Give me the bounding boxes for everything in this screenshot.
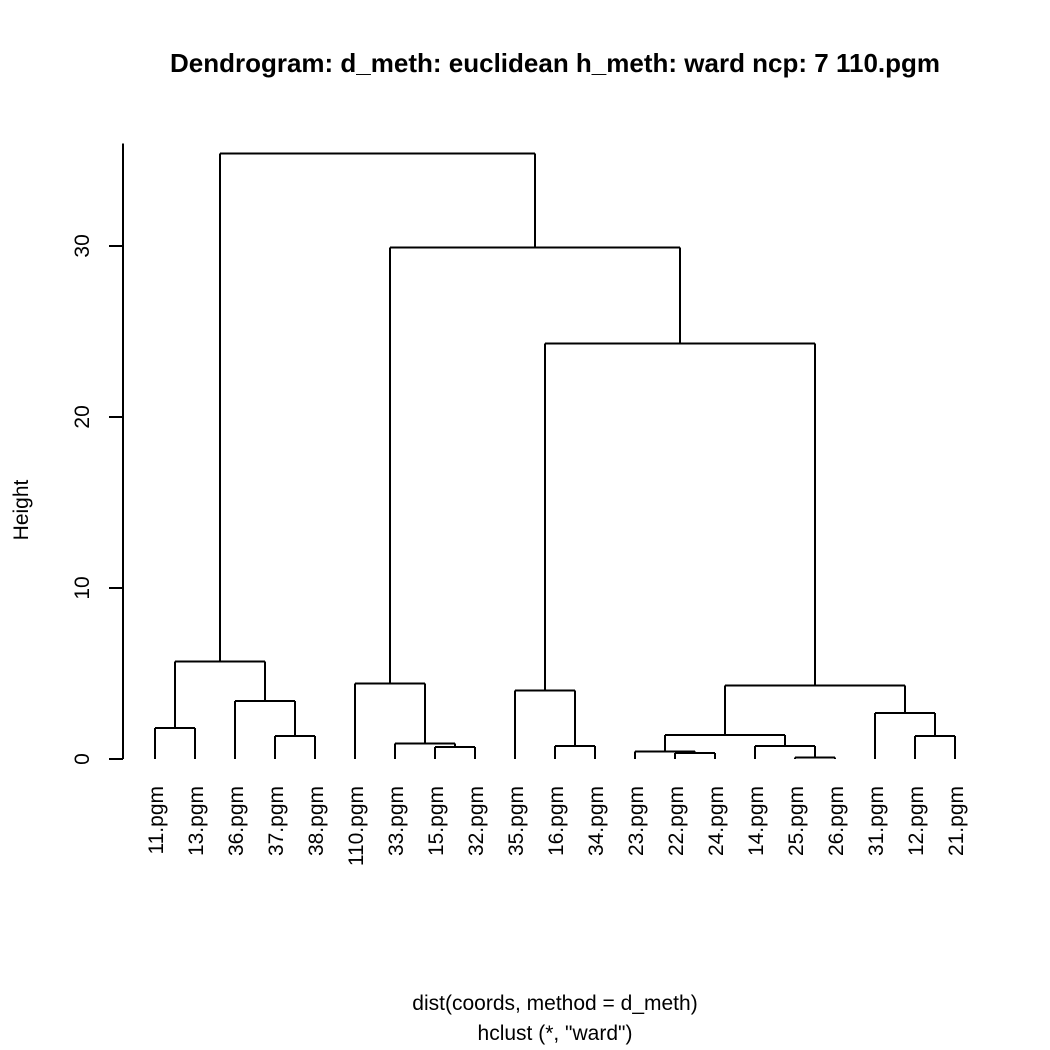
y-axis: 0 10 20 30 [71, 143, 124, 765]
y-tick-label-20: 20 [71, 405, 94, 428]
leaf-label: 36.pgm [225, 786, 248, 856]
leaf-label: 12.pgm [905, 786, 928, 856]
leaf-label: 14.pgm [745, 786, 768, 856]
chart-title: Dendrogram: d_meth: euclidean h_meth: wa… [170, 48, 940, 78]
y-axis-label: Height [10, 479, 33, 540]
leaf-label: 26.pgm [825, 786, 848, 856]
leaf-label: 35.pgm [505, 786, 528, 856]
leaf-label: 31.pgm [865, 786, 888, 856]
leaf-label: 13.pgm [185, 786, 208, 856]
leaf-label: 37.pgm [265, 786, 288, 856]
leaf-label: 21.pgm [945, 786, 968, 856]
leaf-label: 11.pgm [145, 786, 168, 855]
leaf-label: 15.pgm [425, 786, 448, 856]
leaf-label: 16.pgm [545, 786, 568, 856]
leaf-label: 33.pgm [385, 786, 408, 856]
leaf-label: 25.pgm [785, 786, 808, 856]
leaf-label: 34.pgm [585, 786, 608, 856]
y-tick-label-0: 0 [71, 753, 94, 765]
leaf-labels: 11.pgm 13.pgm 36.pgm 37.pgm 38.pgm 110.pgm 33.… [145, 786, 968, 866]
leaf-label: 38.pgm [305, 786, 328, 856]
leaf-label: 22.pgm [665, 786, 688, 856]
leaf-label: 32.pgm [465, 786, 488, 856]
dendrogram-branches [154, 152, 956, 759]
y-tick-label-30: 30 [71, 234, 94, 257]
x-axis-sublabel: hclust (*, "ward") [478, 1022, 633, 1045]
x-axis-label: dist(coords, method = d_meth) [412, 992, 697, 1015]
leaf-label: 110.pgm [345, 786, 368, 866]
leaf-label: 23.pgm [625, 786, 648, 856]
y-tick-label-10: 10 [71, 576, 94, 599]
leaf-label: 24.pgm [705, 786, 728, 856]
